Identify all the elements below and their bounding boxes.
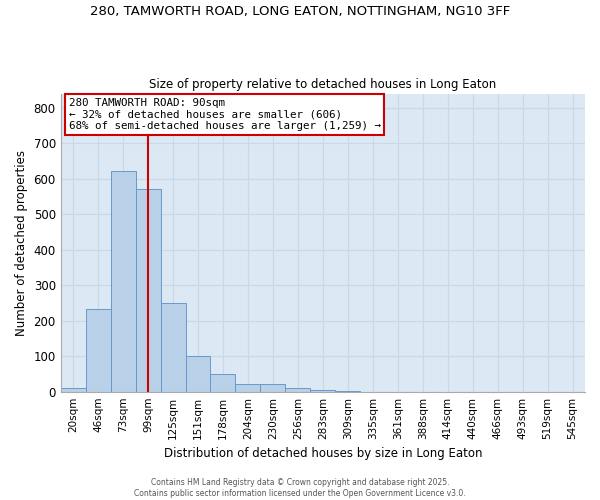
Y-axis label: Number of detached properties: Number of detached properties: [15, 150, 28, 336]
Text: Contains HM Land Registry data © Crown copyright and database right 2025.
Contai: Contains HM Land Registry data © Crown c…: [134, 478, 466, 498]
Bar: [335, 391, 360, 392]
Bar: [211, 374, 235, 392]
Title: Size of property relative to detached houses in Long Eaton: Size of property relative to detached ho…: [149, 78, 496, 91]
Bar: [161, 303, 185, 392]
Text: 280, TAMWORTH ROAD, LONG EATON, NOTTINGHAM, NG10 3FF: 280, TAMWORTH ROAD, LONG EATON, NOTTINGH…: [90, 5, 510, 18]
Bar: [260, 384, 286, 392]
Bar: [86, 309, 110, 392]
Bar: [235, 384, 260, 392]
Text: 280 TAMWORTH ROAD: 90sqm
← 32% of detached houses are smaller (606)
68% of semi-: 280 TAMWORTH ROAD: 90sqm ← 32% of detach…: [68, 98, 380, 131]
Bar: [286, 388, 310, 392]
Bar: [136, 190, 161, 392]
Bar: [310, 390, 335, 392]
Bar: [110, 172, 136, 392]
Bar: [185, 356, 211, 392]
Bar: [61, 388, 86, 392]
X-axis label: Distribution of detached houses by size in Long Eaton: Distribution of detached houses by size …: [164, 447, 482, 460]
